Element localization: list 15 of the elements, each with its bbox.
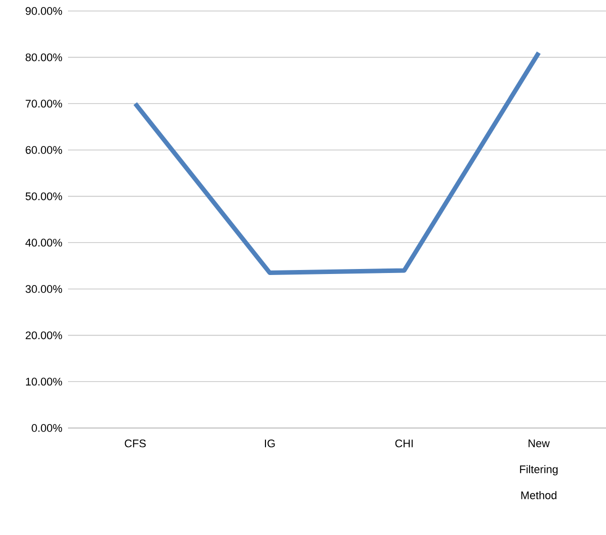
y-tick-label: 60.00%	[26, 146, 62, 154]
y-tick-label: 30.00%	[26, 285, 62, 293]
line-series	[133, 50, 541, 276]
y-tick-label: 80.00%	[26, 53, 62, 62]
y-tick-label: 40.00%	[25, 238, 62, 247]
y-tick-label: 70.00%	[26, 100, 62, 108]
y-tick-label: 20.00%	[26, 331, 62, 340]
x-tick-label: CFS	[124, 440, 146, 448]
y-tick-label: 50.00%	[26, 192, 62, 200]
x-tick-label: IG	[264, 440, 275, 448]
y-tick-label: 10.00%	[26, 378, 62, 386]
y-tick-label: 90.00%	[26, 7, 62, 15]
category-label: New Filtering Method	[520, 440, 558, 500]
x-tick-label: CHI	[395, 440, 413, 448]
y-tick-label: 0.00%	[32, 424, 62, 432]
